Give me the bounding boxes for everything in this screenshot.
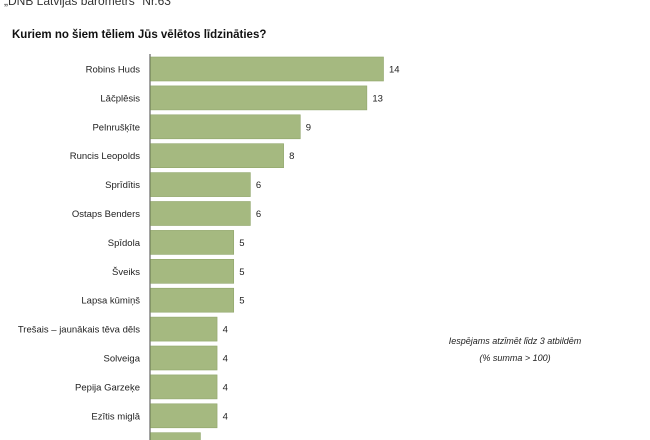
bar-9 [150, 316, 218, 342]
bar-11 [150, 374, 218, 400]
bar-8 [150, 287, 235, 313]
category-label: Solveiga [104, 354, 141, 365]
category-label: Lapsa kūmiņš [81, 296, 140, 307]
value-label: 5 [239, 296, 244, 307]
value-label: 5 [239, 267, 244, 278]
value-labels-group: 14 13 9 8 6 6 5 5 5 4 4 4 4 [223, 65, 400, 423]
value-label: 8 [289, 151, 294, 162]
bar-3 [150, 143, 284, 168]
value-label: 5 [239, 238, 244, 249]
category-label: Lāčplēsis [100, 93, 140, 104]
bar-1 [150, 85, 368, 111]
bar-12 [150, 403, 218, 429]
category-labels-group: Robins Huds Lāčplēsis Pelnrušķīte Runcis Le… [18, 65, 141, 423]
bars-group [150, 56, 384, 440]
note-line-1: Iespējams atzīmēt līdz 3 atbildēm [448, 336, 582, 346]
value-label: 4 [223, 411, 228, 422]
survey-header: „DNB Latvijas barometrs" Nr.63 [4, 0, 171, 8]
category-label: Spīdola [108, 238, 141, 249]
value-label: 6 [256, 180, 261, 191]
chart-question: Kuriem no šiem tēliem Jūs vēlētos līdzin… [12, 29, 267, 41]
category-label: Pepija Garzeķe [75, 382, 140, 393]
value-label: 4 [223, 382, 228, 393]
category-label: Ostaps Benders [72, 209, 140, 220]
value-label: 14 [389, 65, 400, 76]
note-line-2: (% summa > 100) [479, 353, 551, 363]
bar-5 [150, 201, 251, 226]
bar-partial [150, 432, 201, 440]
category-label: Trešais – jaunākais tēva dēls [18, 325, 140, 336]
bar-7 [150, 258, 235, 284]
category-label: Runcis Leopolds [70, 151, 140, 162]
category-label: Šveiks [112, 267, 140, 278]
bar-0 [150, 56, 384, 82]
category-label: Pelnrušķīte [92, 122, 140, 133]
value-label: 4 [223, 325, 228, 336]
bar-6 [150, 230, 235, 255]
category-label: Sprīdītis [105, 180, 140, 191]
bar-4 [150, 172, 251, 197]
category-label: Robins Huds [86, 65, 141, 76]
bar-10 [150, 345, 218, 371]
value-label: 9 [306, 122, 311, 133]
value-label: 6 [256, 209, 261, 220]
value-label: 13 [372, 93, 383, 104]
bar-2 [150, 114, 301, 140]
value-label: 4 [223, 354, 228, 365]
category-label: Ezītis miglā [91, 411, 140, 422]
